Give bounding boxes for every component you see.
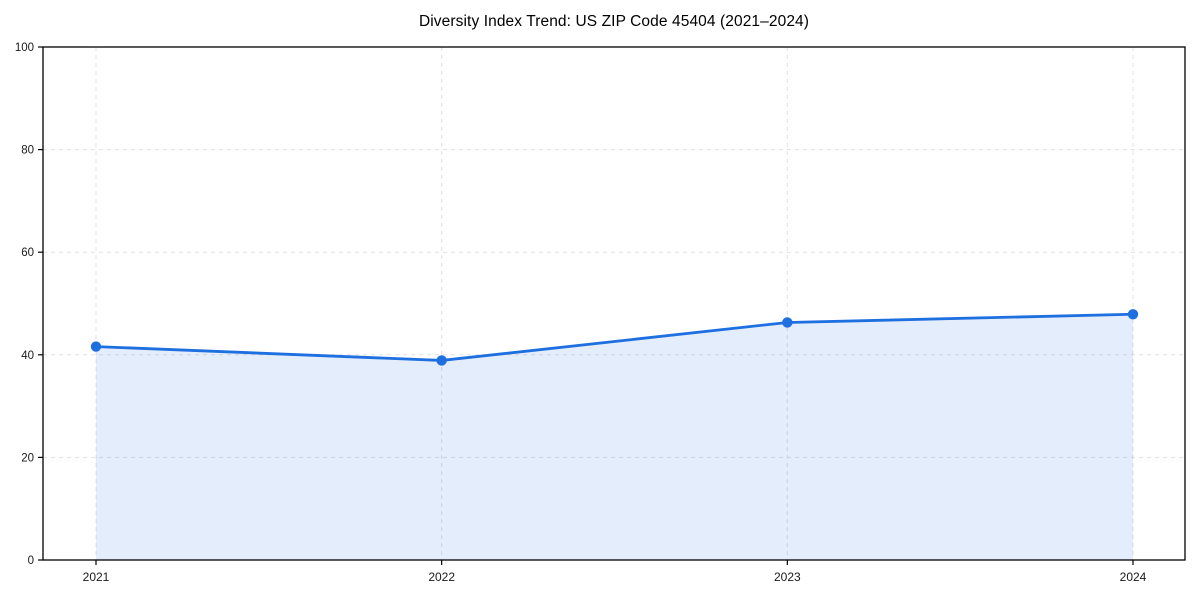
y-tick-label: 0 bbox=[28, 555, 34, 567]
data-point-marker bbox=[90, 341, 102, 352]
data-point-marker bbox=[1127, 309, 1139, 320]
y-tick-label: 100 bbox=[15, 42, 34, 54]
chart-title: Diversity Index Trend: US ZIP Code 45404… bbox=[418, 13, 810, 30]
x-tick-label: 2024 bbox=[1120, 570, 1147, 584]
series-line bbox=[94, 312, 1135, 362]
data-point-marker bbox=[436, 355, 447, 366]
y-tick-label: 40 bbox=[21, 350, 34, 362]
x-tick-label: 2023 bbox=[774, 570, 801, 584]
x-tick-label: 2021 bbox=[83, 570, 110, 584]
y-tick-label: 60 bbox=[21, 247, 34, 259]
y-tick-label: 80 bbox=[21, 145, 34, 157]
data-point-marker bbox=[782, 317, 793, 328]
plot-frame bbox=[42, 46, 1186, 561]
area-fill bbox=[96, 314, 1133, 560]
x-tick-label: 2022 bbox=[428, 570, 455, 584]
y-tick-label: 20 bbox=[21, 452, 34, 464]
